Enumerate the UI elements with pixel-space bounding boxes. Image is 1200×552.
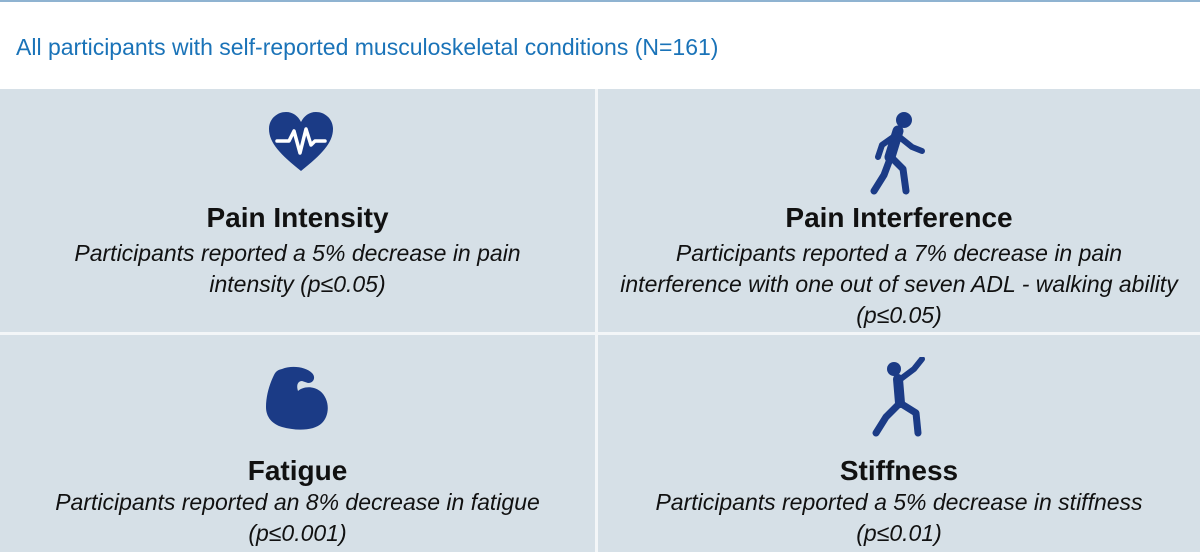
top-rule <box>0 0 1200 2</box>
card-description: Participants reported a 7% decrease in p… <box>620 240 1178 328</box>
card-description: Participants reported a 5% decrease in p… <box>74 240 521 297</box>
results-grid: Pain Intensity Participants reported a 5… <box>0 89 1200 552</box>
card-title: Fatigue <box>247 455 348 486</box>
horizontal-divider <box>0 332 1200 335</box>
card-title: Stiffness <box>839 455 959 486</box>
card-title: Pain Interference <box>785 202 1013 233</box>
card-description: Participants reported an 8% decrease in … <box>55 489 540 546</box>
card-fatigue: Fatigue Participants reported an 8% decr… <box>0 335 595 552</box>
stretching-person-icon <box>872 357 925 437</box>
card-description: Participants reported a 5% decrease in s… <box>655 489 1143 546</box>
heart-pulse-icon <box>269 112 333 171</box>
vertical-divider <box>595 89 598 552</box>
card-stiffness: Stiffness Participants reported a 5% dec… <box>598 335 1200 552</box>
card-pain-intensity: Pain Intensity Participants reported a 5… <box>0 89 595 332</box>
card-pain-interference: Pain Interference Participants reported … <box>598 89 1200 332</box>
page-title: All participants with self-reported musc… <box>16 34 719 60</box>
card-title: Pain Intensity <box>206 202 389 233</box>
flexed-arm-icon <box>266 366 328 430</box>
walking-person-icon <box>870 112 925 195</box>
